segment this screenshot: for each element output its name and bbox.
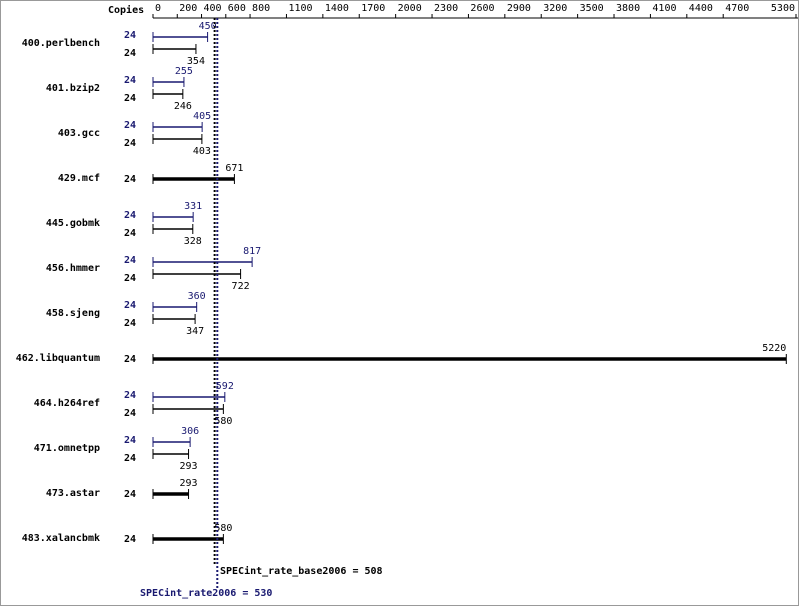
value-label: 580 bbox=[214, 523, 232, 534]
value-label: 246 bbox=[174, 101, 192, 112]
category-label: 429.mcf bbox=[58, 173, 100, 184]
x-tick-label: 0 bbox=[155, 3, 161, 14]
copies: 24 bbox=[124, 273, 136, 284]
category-label: 456.hmmer bbox=[46, 263, 100, 274]
category-label: 401.bzip2 bbox=[46, 82, 100, 94]
value-label: 592 bbox=[216, 381, 234, 392]
x-tick-label: 1100 bbox=[288, 3, 312, 14]
category-label: 464.h264ref bbox=[34, 398, 100, 409]
value-label: 450 bbox=[199, 21, 217, 32]
value-label: 580 bbox=[214, 416, 232, 427]
value-label: 360 bbox=[188, 291, 206, 302]
copies: 24 bbox=[124, 228, 136, 239]
value-label: 405 bbox=[193, 111, 211, 122]
category-label: 403.gcc bbox=[58, 128, 100, 139]
value-label: 293 bbox=[180, 478, 198, 489]
reference-label: SPECint_rate_base2006 = 508 bbox=[220, 565, 383, 577]
copies: 24 bbox=[124, 93, 136, 104]
x-tick-label: 2900 bbox=[507, 3, 531, 14]
copies: 24 bbox=[124, 138, 136, 149]
x-tick-label: 3200 bbox=[543, 3, 567, 14]
category-label: 458.sjeng bbox=[46, 307, 100, 319]
category-label: 473.astar bbox=[46, 488, 100, 499]
copies-header: Copies bbox=[108, 4, 144, 16]
copies: 24 bbox=[124, 120, 136, 131]
x-tick-label: 600 bbox=[228, 3, 246, 14]
category-label: 483.xalancbmk bbox=[22, 533, 100, 544]
value-label: 671 bbox=[225, 163, 243, 174]
value-label: 306 bbox=[181, 426, 199, 437]
copies: 24 bbox=[124, 390, 136, 401]
x-tick-label: 4400 bbox=[689, 3, 713, 14]
copies: 24 bbox=[124, 489, 136, 500]
x-tick-label: 4700 bbox=[725, 3, 749, 14]
copies: 24 bbox=[124, 210, 136, 221]
value-label: 347 bbox=[186, 326, 204, 337]
x-tick-label: 5300 bbox=[771, 3, 795, 14]
value-label: 817 bbox=[243, 246, 261, 257]
category-label: 462.libquantum bbox=[16, 352, 100, 364]
copies: 24 bbox=[124, 255, 136, 266]
x-tick-label: 3500 bbox=[580, 3, 604, 14]
value-label: 722 bbox=[232, 281, 250, 292]
x-tick-label: 200 bbox=[179, 3, 197, 14]
copies: 24 bbox=[124, 354, 136, 365]
copies: 24 bbox=[124, 435, 136, 446]
copies: 24 bbox=[124, 534, 136, 545]
copies: 24 bbox=[124, 174, 136, 185]
copies: 24 bbox=[124, 408, 136, 419]
copies: 24 bbox=[124, 318, 136, 329]
x-tick-label: 2600 bbox=[470, 3, 494, 14]
copies: 24 bbox=[124, 300, 136, 311]
value-label: 5220 bbox=[762, 343, 786, 354]
x-tick-label: 2000 bbox=[398, 3, 422, 14]
x-tick-label: 4100 bbox=[652, 3, 676, 14]
value-label: 293 bbox=[180, 461, 198, 472]
value-label: 255 bbox=[175, 66, 193, 77]
x-tick-label: 400 bbox=[204, 3, 222, 14]
category-label: 445.gobmk bbox=[46, 218, 100, 229]
value-label: 354 bbox=[187, 56, 205, 67]
copies: 24 bbox=[124, 75, 136, 86]
x-tick-label: 3800 bbox=[616, 3, 640, 14]
reference-label: SPECint_rate2006 = 530 bbox=[140, 587, 272, 599]
x-tick-label: 2300 bbox=[434, 3, 458, 14]
copies: 24 bbox=[124, 48, 136, 59]
value-label: 403 bbox=[193, 146, 211, 157]
value-label: 331 bbox=[184, 201, 202, 212]
copies: 24 bbox=[124, 30, 136, 41]
x-tick-label: 800 bbox=[252, 3, 270, 14]
category-label: 400.perlbench bbox=[22, 38, 100, 49]
value-label: 328 bbox=[184, 236, 202, 247]
category-label: 471.omnetpp bbox=[34, 443, 100, 454]
x-tick-label: 1400 bbox=[325, 3, 349, 14]
copies: 24 bbox=[124, 453, 136, 464]
x-tick-label: 1700 bbox=[361, 3, 385, 14]
